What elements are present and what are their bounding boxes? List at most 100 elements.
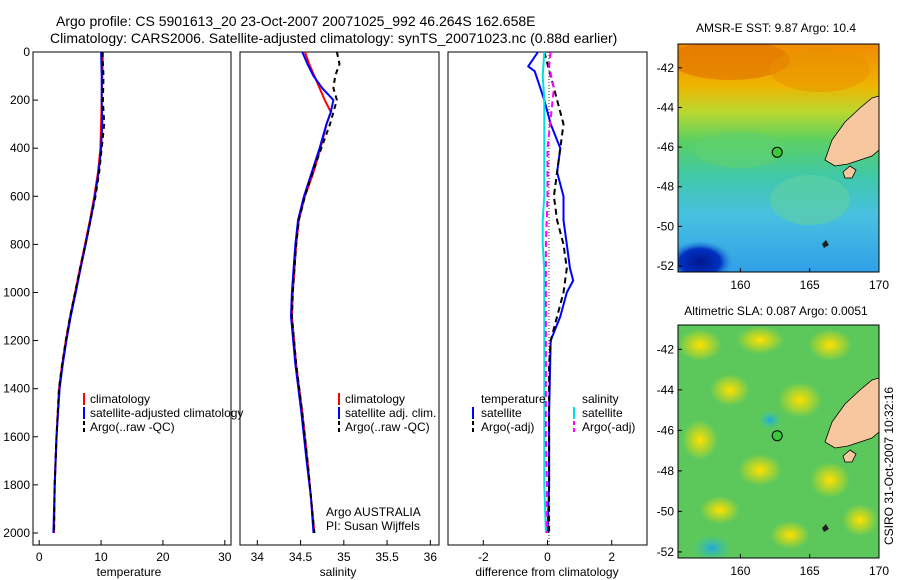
sla-ytick-label: -52 — [657, 545, 675, 559]
temperature-xtick-label: 20 — [156, 550, 170, 564]
sla-ytick-label: -48 — [657, 464, 675, 478]
temperature-series-0 — [53, 51, 104, 534]
difference-series-1 — [543, 51, 568, 533]
legend-label-sal-satellite: satellite — [582, 406, 623, 420]
salinity-series-2 — [290, 51, 341, 534]
difference-xtick-label: 0 — [544, 550, 551, 564]
sla-xtick-label: 165 — [800, 564, 820, 578]
temperature-xtick-label: 30 — [218, 550, 232, 564]
legend-label-satellite: satellite adj. clim. — [345, 406, 436, 420]
salinity-xlabel: salinity — [320, 565, 357, 579]
salinity-xtick-label: 34.5 — [289, 550, 313, 564]
sla-xtick-label: 160 — [730, 564, 750, 578]
sla-map-frame — [677, 324, 880, 559]
credit-line-1: Argo AUSTRALIA — [326, 505, 421, 519]
temperature-xtick-label: 10 — [94, 550, 108, 564]
temperature-panel: 0 10 20 30 0 200 400 600 800 1000 1200 1400 1600 180… — [3, 45, 243, 579]
temperature-ytick-label: 600 — [10, 189, 30, 203]
salinity-series-1 — [290, 51, 335, 534]
legend-header-temperature: temperature — [481, 392, 546, 406]
legend-label-sal-argo: Argo(-adj) — [582, 420, 635, 434]
temperature-ytick-label: 1800 — [3, 478, 30, 492]
sst-yticks: -42 -44 -46 -48 -50 -52 — [657, 61, 682, 273]
land-auckland-islands — [822, 524, 829, 532]
temperature-ytick-label: 1200 — [3, 334, 30, 348]
sla-map-panel: Altimetric SLA: 0.087 Argo: 0.0051 160 16… — [657, 304, 890, 578]
difference-xtick-label: -2 — [478, 550, 489, 564]
difference-lines — [527, 51, 575, 534]
difference-xtick-label: 2 — [608, 550, 615, 564]
legend-label-temp-argo: Argo(-adj) — [481, 420, 534, 434]
temperature-xlabel: temperature — [97, 565, 162, 579]
sla-field — [678, 325, 879, 558]
side-stamp: CSIRO 31-Oct-2007 10:32:16 — [882, 387, 896, 545]
sst-xticks: 160 165 170 — [730, 268, 889, 292]
sla-ytick-label: -44 — [657, 383, 675, 397]
sst-map-frame — [677, 43, 880, 273]
legend-header-salinity: salinity — [582, 392, 619, 406]
temperature-ytick-label: 2000 — [3, 526, 30, 540]
temperature-ytick-label: 0 — [23, 45, 30, 59]
temperature-ytick-label: 800 — [10, 237, 30, 251]
salinity-xticks: 34 34.5 35 35.5 36 — [251, 540, 438, 564]
temperature-legend: climatology satellite-adjusted climatolo… — [83, 392, 243, 434]
sla-xtick-label: 170 — [869, 564, 889, 578]
salinity-xtick-label: 36 — [424, 550, 438, 564]
temperature-ytick-label: 400 — [10, 141, 30, 155]
temperature-ytick-label: 200 — [10, 93, 30, 107]
salinity-lines — [290, 51, 341, 534]
temperature-ytick-label: 1400 — [3, 382, 30, 396]
sst-field — [678, 44, 879, 272]
salinity-legend: climatology satellite adj. clim. Argo(..… — [338, 392, 436, 434]
sst-ytick-label: -52 — [657, 259, 675, 273]
salinity-series-0 — [290, 51, 332, 534]
sst-ytick-label: -46 — [657, 140, 675, 154]
land-south-island — [824, 377, 879, 449]
difference-xlabel: difference from climatology — [475, 565, 618, 579]
legend-label-argo: Argo(..raw -QC) — [345, 420, 430, 434]
sla-map-title: Altimetric SLA: 0.087 Argo: 0.0051 — [684, 304, 868, 318]
sst-xtick-label: 165 — [800, 278, 820, 292]
sst-map-title: AMSR-E SST: 9.87 Argo: 10.4 — [696, 21, 856, 35]
legend-label-temp-satellite: satellite — [481, 406, 522, 420]
sst-xtick-label: 170 — [869, 278, 889, 292]
legend-label-argo: Argo(..raw -QC) — [90, 420, 175, 434]
temperature-series-1 — [52, 51, 104, 534]
salinity-axes-frame — [239, 51, 440, 546]
temperature-series-2 — [53, 51, 106, 534]
sst-argo-float-marker — [771, 146, 783, 158]
difference-legend: temperature salinity satellite Argo(-adj… — [472, 392, 635, 434]
salinity-xtick-label: 34 — [251, 550, 265, 564]
difference-series-3 — [544, 51, 555, 533]
sla-ytick-label: -50 — [657, 504, 675, 518]
figure-title-line1: Argo profile: CS 5901613_20 23-Oct-2007 … — [56, 13, 536, 29]
legend-label-climatology: climatology — [345, 392, 405, 406]
sst-map-panel: AMSR-E SST: 9.87 Argo: 10.4 160 165 170 -4… — [657, 21, 890, 292]
credit-line-2: PI: Susan Wijffels — [326, 519, 420, 533]
land-auckland-islands — [822, 240, 829, 248]
temperature-lines — [52, 51, 106, 534]
figure-title-line2: Climatology: CARS2006. Satellite-adjuste… — [50, 30, 617, 46]
salinity-panel: 34 34.5 35 35.5 36 salinity climatology sate… — [239, 51, 440, 579]
temperature-ytick-label: 1600 — [3, 430, 30, 444]
sst-ytick-label: -50 — [657, 219, 675, 233]
sst-ytick-label: -42 — [657, 61, 675, 75]
difference-xticks: -2 0 2 — [478, 540, 615, 564]
land-stewart-island — [842, 165, 857, 179]
temperature-yticks: 0 200 400 600 800 1000 1200 1400 1600 1800 2000 — [3, 45, 38, 540]
salinity-xtick-label: 35.5 — [375, 550, 399, 564]
legend-label-climatology: climatology — [90, 392, 150, 406]
difference-series-2 — [541, 51, 547, 534]
sla-ytick-label: -46 — [657, 423, 675, 437]
temperature-ytick-label: 1000 — [3, 285, 30, 299]
difference-series-0 — [527, 51, 575, 534]
land-south-island — [824, 95, 879, 167]
sst-ytick-label: -44 — [657, 100, 675, 114]
temperature-xtick-label: 0 — [36, 550, 43, 564]
salinity-xtick-label: 35 — [337, 550, 351, 564]
temperature-xticks: 0 10 20 30 — [36, 540, 232, 564]
difference-panel: -2 0 2 difference from climatology tempera… — [447, 51, 648, 579]
sla-yticks: -42 -44 -46 -48 -50 -52 — [657, 342, 682, 559]
land-stewart-island — [842, 449, 857, 463]
